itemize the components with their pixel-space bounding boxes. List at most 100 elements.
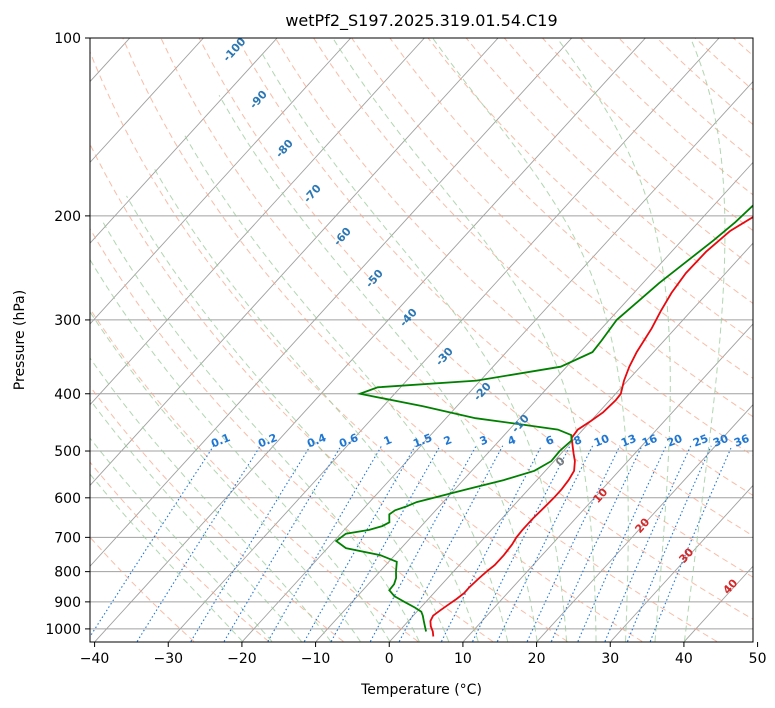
dry-adiabat	[90, 143, 568, 642]
mixing-ratio-label: 20	[665, 432, 684, 450]
isotherm-line	[90, 38, 204, 164]
moist-adiabat	[683, 38, 726, 642]
dewpoint-line	[334, 204, 753, 632]
dry-adiabat	[90, 50, 643, 642]
mixing-ratio-line	[604, 445, 692, 642]
dry-adiabat	[122, 38, 718, 642]
isotherm-label: -20	[471, 380, 494, 404]
mixing-ratio-line	[136, 445, 261, 642]
moist-adiabat	[259, 50, 568, 642]
dry-adiabat	[90, 536, 195, 642]
isotherm-label: -60	[331, 225, 354, 249]
isotherm-line	[90, 38, 499, 487]
mixing-ratio-label: 16	[640, 432, 659, 450]
y-axis-title: Pressure (hPa)	[12, 290, 28, 390]
mixing-ratio-label: 4	[506, 433, 518, 448]
mixing-ratio-label: 2	[442, 433, 454, 448]
mixing-ratio-label: 13	[619, 432, 638, 450]
moist-adiabat	[102, 221, 420, 642]
isotherm-label: -50	[363, 267, 386, 291]
isotherm-label: -10	[509, 412, 532, 436]
mixing-ratio-label: 1.5	[411, 431, 434, 450]
mixing-ratio-label: 1	[382, 433, 394, 448]
mixing-ratio-line	[90, 445, 215, 638]
dry-adiabat	[694, 38, 753, 91]
isotherm-line	[463, 323, 753, 642]
x-tick-label: 50	[749, 651, 767, 667]
mixing-ratio-label: 0.2	[256, 431, 279, 450]
isotherm-line	[90, 38, 278, 244]
moist-adiabat-label: 0	[553, 454, 568, 469]
mixing-ratio-label: 3	[478, 433, 490, 448]
moist-adiabat	[90, 473, 243, 642]
x-tick-label: 0	[385, 651, 394, 667]
profile-lines	[334, 204, 753, 637]
moist-adiabat	[152, 166, 479, 642]
mixing-ratio-label: 0.4	[305, 431, 328, 450]
temperature-line	[429, 216, 753, 637]
dry-adiabat	[580, 38, 753, 196]
moist-adiabat	[183, 133, 509, 642]
isotherm-line	[610, 484, 753, 642]
mixing-ratio-line	[223, 445, 342, 642]
x-tick-label: 10	[454, 651, 472, 667]
mixing-ratio-label: 10	[592, 432, 611, 450]
x-tick-label: 40	[675, 651, 693, 667]
mixing-ratio-line	[441, 445, 542, 642]
dry-adiabat	[274, 38, 753, 496]
mixing-ratio-label: 0.1	[209, 431, 232, 450]
mixing-ratio-line	[649, 445, 733, 642]
isotherm-label: -90	[247, 88, 270, 112]
x-tick-label: −30	[153, 651, 183, 667]
mixing-ratio-line	[496, 445, 594, 642]
moist-adiabat	[332, 38, 597, 642]
moist-adiabat	[90, 258, 391, 642]
y-tick-label: 400	[54, 387, 81, 403]
moist-adiabat-label: 10	[590, 485, 610, 505]
mixing-ratio-line	[577, 445, 667, 642]
mixing-ratio-line	[472, 445, 571, 642]
isotherm-line	[94, 38, 646, 642]
dry-adiabat	[90, 385, 344, 642]
isotherm-line	[758, 38, 775, 641]
mixing-ratio-label: 25	[691, 432, 710, 450]
y-tick-label: 1000	[45, 622, 81, 638]
mixing-ratio-label: 8	[572, 433, 584, 448]
dry-adiabat	[90, 227, 493, 642]
isotherm-line	[168, 38, 720, 642]
isotherm-line	[90, 38, 425, 406]
dry-adiabat	[90, 461, 269, 642]
moist-adiabat	[90, 357, 332, 642]
isotherm-label: -70	[301, 182, 324, 206]
dry-adiabat	[236, 38, 753, 537]
moist-adiabat	[90, 310, 361, 642]
x-axis-title: Temperature (°C)	[360, 682, 482, 698]
isotherm-line	[389, 242, 753, 642]
mixing-ratio-line	[267, 445, 383, 642]
y-tick-label: 800	[54, 565, 81, 581]
moist-adiabat	[90, 398, 302, 642]
chart-title: wetPf2_S197.2025.319.01.54.C19	[285, 11, 557, 31]
y-tick-label: 200	[54, 209, 81, 225]
dry-adiabat	[465, 38, 753, 305]
mixing-ratio-label: 6	[544, 433, 556, 448]
axes: −40 −30 −20 −10 0 10 20 30 40 5010020030040050060…	[45, 31, 766, 667]
y-tick-label: 900	[54, 595, 81, 611]
dry-adiabat	[351, 38, 753, 418]
mixing-ratio-line	[369, 445, 477, 642]
isotherm-label: -80	[273, 137, 296, 161]
mixing-ratio-label: 30	[711, 432, 730, 450]
background-lines	[0, 38, 775, 642]
x-tick-label: −20	[227, 651, 257, 667]
x-tick-label: −10	[301, 651, 331, 667]
isotherm-line	[0, 38, 56, 641]
moist-adiabat	[218, 95, 538, 642]
moist-adiabat	[432, 38, 629, 642]
dry-adiabat	[503, 38, 753, 268]
isotherm-line	[90, 38, 573, 567]
mixing-ratio-line	[303, 445, 416, 642]
dry-adiabat	[313, 38, 753, 457]
x-tick-label: 20	[528, 651, 546, 667]
isotherm-line	[536, 404, 753, 642]
